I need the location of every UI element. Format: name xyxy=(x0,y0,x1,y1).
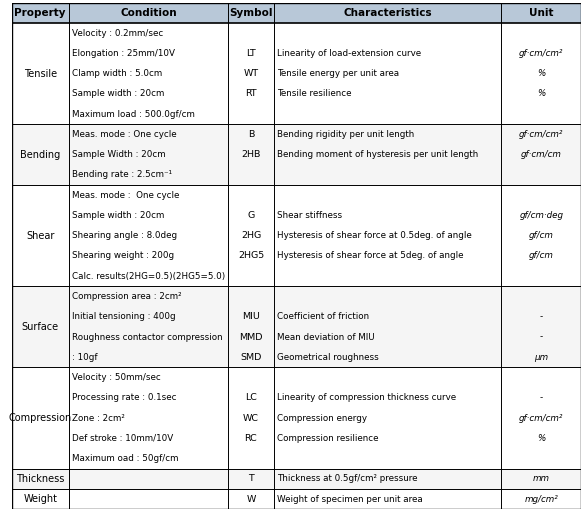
Text: Velocity : 0.2mm/sec: Velocity : 0.2mm/sec xyxy=(72,29,164,38)
Text: gf·cm/cm²: gf·cm/cm² xyxy=(519,414,564,422)
Text: gf/cm·deg: gf/cm·deg xyxy=(519,211,564,220)
Text: Zone : 2cm²: Zone : 2cm² xyxy=(72,414,125,422)
Text: Compression resilience: Compression resilience xyxy=(277,434,378,443)
Text: Shearing angle : 8.0deg: Shearing angle : 8.0deg xyxy=(72,231,178,240)
Text: Shear stiffness: Shear stiffness xyxy=(277,211,342,220)
Text: gf/cm: gf/cm xyxy=(529,251,554,261)
Text: RC: RC xyxy=(245,434,258,443)
Text: RT: RT xyxy=(245,90,257,98)
Text: Tensile energy per unit area: Tensile energy per unit area xyxy=(277,69,399,78)
Text: Sample width : 20cm: Sample width : 20cm xyxy=(72,211,165,220)
Bar xyxy=(12,23,581,124)
Text: Hysteresis of shear force at 0.5deg. of angle: Hysteresis of shear force at 0.5deg. of … xyxy=(277,231,472,240)
Bar xyxy=(12,368,581,468)
Text: gf/cm: gf/cm xyxy=(529,231,554,240)
Text: %: % xyxy=(537,90,545,98)
Text: Processing rate : 0.1sec: Processing rate : 0.1sec xyxy=(72,393,176,402)
Text: Velocity : 50mm/sec: Velocity : 50mm/sec xyxy=(72,373,161,382)
Text: Tensile: Tensile xyxy=(24,69,57,79)
Bar xyxy=(12,3,581,23)
Text: MIU: MIU xyxy=(242,312,260,321)
Text: B: B xyxy=(248,130,254,139)
Text: WC: WC xyxy=(243,414,259,422)
Text: gf·cm/cm: gf·cm/cm xyxy=(521,150,562,159)
Bar xyxy=(12,286,581,368)
Text: Maximum oad : 50gf/cm: Maximum oad : 50gf/cm xyxy=(72,454,179,463)
Text: WT: WT xyxy=(244,69,259,78)
Text: -: - xyxy=(540,312,543,321)
Text: T: T xyxy=(248,474,254,483)
Text: W: W xyxy=(246,495,256,504)
Text: 2HG: 2HG xyxy=(241,231,261,240)
Text: Shearing weight : 200g: Shearing weight : 200g xyxy=(72,251,174,261)
Bar xyxy=(12,489,581,509)
Text: Bending rigidity per unit length: Bending rigidity per unit length xyxy=(277,130,415,139)
Text: Characteristics: Characteristics xyxy=(343,8,432,18)
Text: Meas. mode :  One cycle: Meas. mode : One cycle xyxy=(72,191,179,200)
Text: Shear: Shear xyxy=(26,231,54,241)
Text: Sample width : 20cm: Sample width : 20cm xyxy=(72,90,165,98)
Text: %: % xyxy=(537,434,545,443)
Text: %: % xyxy=(537,69,545,78)
Text: Maximum load : 500.0gf/cm: Maximum load : 500.0gf/cm xyxy=(72,110,195,119)
Text: Compression: Compression xyxy=(9,413,72,423)
Text: Tensile resilience: Tensile resilience xyxy=(277,90,352,98)
Text: -: - xyxy=(540,332,543,342)
Text: Symbol: Symbol xyxy=(229,8,273,18)
Text: Condition: Condition xyxy=(120,8,177,18)
Text: 2HB: 2HB xyxy=(241,150,260,159)
Text: SMD: SMD xyxy=(240,353,262,362)
Text: Roughness contactor compression: Roughness contactor compression xyxy=(72,332,223,342)
Text: Bending: Bending xyxy=(20,150,60,160)
Text: Linearity of load-extension curve: Linearity of load-extension curve xyxy=(277,49,421,58)
Text: gf·cm/cm²: gf·cm/cm² xyxy=(519,49,564,58)
Text: Surface: Surface xyxy=(22,322,59,332)
Text: Coefficient of friction: Coefficient of friction xyxy=(277,312,369,321)
Text: Bending rate : 2.5cm⁻¹: Bending rate : 2.5cm⁻¹ xyxy=(72,170,172,180)
Text: Linearity of compression thickness curve: Linearity of compression thickness curve xyxy=(277,393,456,402)
Text: LT: LT xyxy=(246,49,256,58)
Text: Def stroke : 10mm/10V: Def stroke : 10mm/10V xyxy=(72,434,173,443)
Bar xyxy=(12,468,581,489)
Text: Initial tensioning : 400g: Initial tensioning : 400g xyxy=(72,312,176,321)
Text: -: - xyxy=(540,393,543,402)
Text: 2HG5: 2HG5 xyxy=(238,251,264,261)
Text: μm: μm xyxy=(534,353,548,362)
Text: Meas. mode : One cycle: Meas. mode : One cycle xyxy=(72,130,177,139)
Text: Thickness at 0.5gf/cm² pressure: Thickness at 0.5gf/cm² pressure xyxy=(277,474,418,483)
Text: Calc. results(2HG=0.5)(2HG5=5.0): Calc. results(2HG=0.5)(2HG5=5.0) xyxy=(72,272,225,281)
Text: Elongation : 25mm/10V: Elongation : 25mm/10V xyxy=(72,49,175,58)
Text: Thickness: Thickness xyxy=(16,474,64,484)
Text: : 10gf: : 10gf xyxy=(72,353,98,362)
Text: LC: LC xyxy=(245,393,257,402)
Text: Sample Width : 20cm: Sample Width : 20cm xyxy=(72,150,166,159)
Text: Mean deviation of MIU: Mean deviation of MIU xyxy=(277,332,375,342)
Bar xyxy=(12,124,581,185)
Text: mm: mm xyxy=(533,474,550,483)
Text: Geometrical roughness: Geometrical roughness xyxy=(277,353,379,362)
Text: Bending moment of hysteresis per unit length: Bending moment of hysteresis per unit le… xyxy=(277,150,478,159)
Text: gf·cm/cm²: gf·cm/cm² xyxy=(519,130,564,139)
Text: MMD: MMD xyxy=(239,332,263,342)
Text: G: G xyxy=(247,211,255,220)
Text: Clamp width : 5.0cm: Clamp width : 5.0cm xyxy=(72,69,162,78)
Bar xyxy=(12,185,581,286)
Text: Compression area : 2cm²: Compression area : 2cm² xyxy=(72,292,182,301)
Text: Compression energy: Compression energy xyxy=(277,414,367,422)
Text: Property: Property xyxy=(15,8,66,18)
Text: mg/cm²: mg/cm² xyxy=(524,495,558,504)
Text: Weight: Weight xyxy=(23,494,57,504)
Text: Weight of specimen per unit area: Weight of specimen per unit area xyxy=(277,495,423,504)
Text: Unit: Unit xyxy=(529,8,554,18)
Text: Hysteresis of shear force at 5deg. of angle: Hysteresis of shear force at 5deg. of an… xyxy=(277,251,464,261)
